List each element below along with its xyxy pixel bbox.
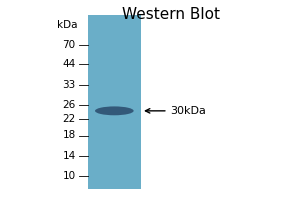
Text: 10: 10	[63, 171, 76, 181]
Text: 22: 22	[62, 114, 76, 124]
Ellipse shape	[95, 106, 134, 115]
Text: 44: 44	[62, 59, 76, 69]
Text: Western Blot: Western Blot	[122, 7, 220, 22]
Text: 30kDa: 30kDa	[146, 106, 206, 116]
Text: 33: 33	[62, 80, 76, 90]
Text: 70: 70	[63, 40, 76, 50]
Text: 18: 18	[62, 130, 76, 140]
FancyBboxPatch shape	[88, 15, 141, 189]
Text: 26: 26	[62, 100, 76, 110]
Text: 14: 14	[62, 151, 76, 161]
Text: kDa: kDa	[56, 20, 77, 30]
